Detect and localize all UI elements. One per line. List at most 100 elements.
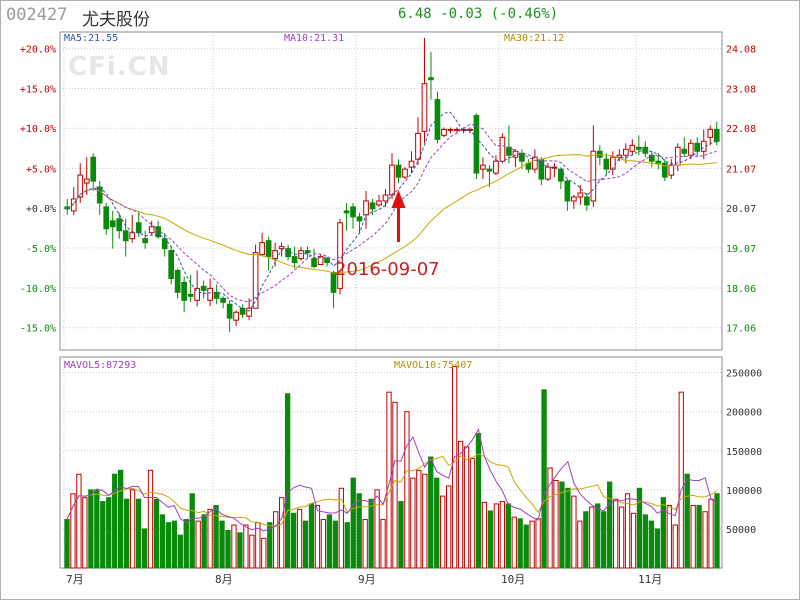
mavol10-line <box>66 453 718 528</box>
candle-down <box>181 281 187 301</box>
volume-bar-down <box>583 511 589 569</box>
candle-down <box>635 146 642 150</box>
left-axis-tick: +0.0% <box>26 204 56 215</box>
candle-down <box>395 164 402 178</box>
candle-up <box>499 136 506 162</box>
volume-bar-down <box>302 520 309 569</box>
right-axis-tick: 19.07 <box>726 244 756 255</box>
volume-bar-down <box>648 520 655 569</box>
stock-code: 002427 <box>6 5 68 25</box>
candle-up <box>70 198 77 212</box>
candle-up <box>246 307 252 317</box>
stock-name: 尤夫股份 <box>82 10 150 30</box>
ma30-label: MA30:21.12 <box>504 33 565 44</box>
volume-bar-down <box>356 493 362 569</box>
volume-bar-down <box>398 501 404 569</box>
volume-bar-down <box>267 522 273 569</box>
volume-bar-down <box>159 514 166 569</box>
volume-bar-up <box>392 401 398 569</box>
candle-up <box>382 194 389 202</box>
candle-down <box>330 271 337 293</box>
candle-up <box>317 256 324 266</box>
volume-bar-down <box>123 498 130 569</box>
volume-bar-up <box>279 497 285 569</box>
volume-bar-down <box>64 519 70 569</box>
volume-bar-down <box>106 497 112 569</box>
candle-up <box>233 311 239 321</box>
volume-axis-tick: 150000 <box>726 447 762 458</box>
volume-bar-up <box>529 520 535 569</box>
volume-bar-down <box>684 473 690 569</box>
candle-down <box>90 156 97 182</box>
volume-bar-down <box>636 487 643 569</box>
candle-down <box>174 270 181 293</box>
volume-bar-down <box>487 510 494 569</box>
volume-bar-up <box>207 508 213 569</box>
volume-bar-up <box>463 446 470 569</box>
candle-down <box>304 250 311 254</box>
volume-bar-up <box>440 495 446 569</box>
right-axis-tick: 17.06 <box>726 324 756 335</box>
candle-up <box>77 174 84 198</box>
candle-down <box>713 128 720 142</box>
candle-up <box>194 287 200 301</box>
volume-bar-down <box>368 498 374 569</box>
candle-down <box>116 218 123 232</box>
volume-bar-down <box>219 520 225 569</box>
candle-down <box>109 220 116 228</box>
left-axis-tick: +15.0% <box>20 84 56 95</box>
volume-bar-up <box>618 506 625 569</box>
candle-up <box>532 156 538 170</box>
candle-up <box>622 148 629 156</box>
candle-down <box>200 285 207 291</box>
candle-up <box>376 200 382 206</box>
volume-axis-tick: 200000 <box>726 408 762 419</box>
volume-bar-down <box>326 514 333 569</box>
volume-bar-down <box>696 504 702 569</box>
right-axis-tick: 22.08 <box>726 124 756 135</box>
volume-bar-down <box>201 514 207 569</box>
volume-bar-up <box>493 503 500 569</box>
volume-axis-tick: 250000 <box>726 369 762 380</box>
volume-axis-tick: 50000 <box>726 525 756 536</box>
price-panel-border <box>59 31 723 351</box>
volume-bar-up <box>499 501 505 569</box>
candle-up <box>707 128 714 138</box>
candle-down <box>597 150 603 158</box>
x-axis-tick: 9月 <box>358 573 376 586</box>
volume-bar-down <box>100 501 106 569</box>
right-axis-tick: 20.07 <box>726 204 756 215</box>
candle-down <box>648 154 655 162</box>
volume-bar-down <box>94 489 100 569</box>
volume-bar-up <box>147 469 154 569</box>
volume-bar-up <box>314 504 321 569</box>
volume-bar-down <box>660 497 666 569</box>
volume-bar-down <box>88 489 94 569</box>
volume-bar-up <box>422 473 428 569</box>
candle-up <box>616 154 623 158</box>
left-axis-tick: +10.0% <box>20 124 56 135</box>
volume-bar-down <box>505 503 511 569</box>
candle-up <box>83 178 90 184</box>
candle-down <box>155 226 162 238</box>
volume-bar-down <box>284 393 291 569</box>
volume-bar-up <box>547 467 553 569</box>
candle-up <box>363 200 369 216</box>
volume-bar-up <box>374 489 380 569</box>
x-axis-tick: 7月 <box>66 573 84 586</box>
volume-bar-down <box>308 503 315 569</box>
candle-down <box>584 196 590 206</box>
candle-up <box>129 232 136 240</box>
candle-down <box>239 307 246 315</box>
candle-up <box>421 83 428 132</box>
candle-down <box>506 146 512 156</box>
x-axis-tick: 10月 <box>501 573 525 586</box>
candle-down <box>603 158 610 170</box>
candle-down <box>681 148 688 154</box>
x-axis-tick: 8月 <box>215 573 233 586</box>
volume-bar-down <box>177 534 183 569</box>
volume-bar-up <box>690 504 696 569</box>
candle-down <box>285 248 291 258</box>
candle-down <box>187 293 194 297</box>
